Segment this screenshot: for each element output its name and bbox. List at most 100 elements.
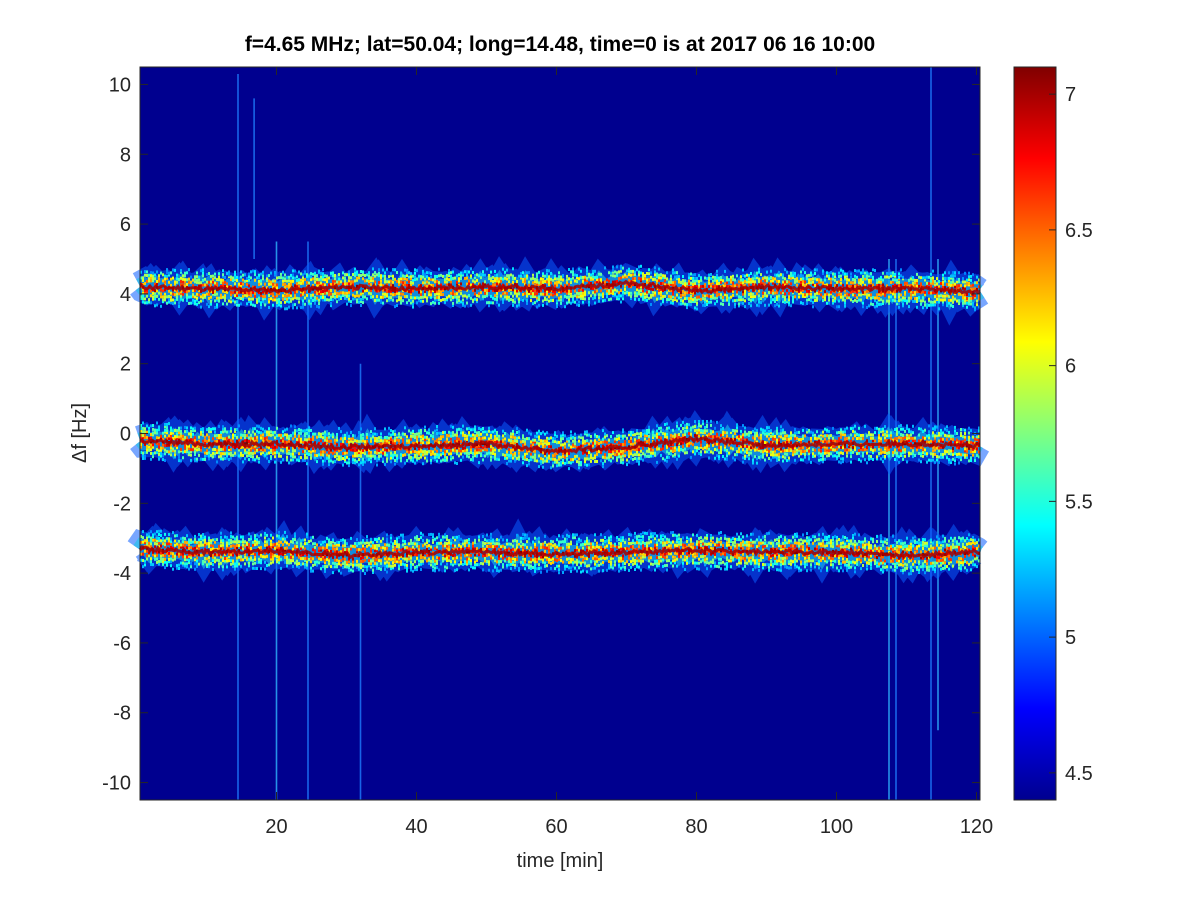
trace-cell xyxy=(652,451,654,455)
trace-cell xyxy=(494,457,496,461)
trace-cell xyxy=(896,302,898,306)
trace-cell xyxy=(566,451,568,455)
trace-cell xyxy=(614,449,616,453)
trace-cell xyxy=(800,274,802,277)
trace-cell xyxy=(908,305,910,309)
trace-cell xyxy=(634,279,636,283)
trace-cell xyxy=(722,295,724,299)
trace-cell xyxy=(486,267,488,271)
trace-cell xyxy=(634,441,636,445)
trace-cell xyxy=(412,456,414,460)
trace-cell xyxy=(776,273,778,277)
trace-cell xyxy=(640,264,642,268)
trace-cell xyxy=(496,457,498,461)
trace-cell xyxy=(628,449,630,453)
trace-cell xyxy=(374,456,376,460)
trace-cell xyxy=(202,283,204,287)
trace-cell xyxy=(954,271,956,275)
trace-cell xyxy=(350,437,352,441)
trace-cell xyxy=(332,279,334,283)
trace-cell xyxy=(502,300,504,304)
trace-cell xyxy=(690,276,692,280)
trace-cell xyxy=(144,454,146,458)
trace-cell xyxy=(256,424,258,428)
trace-cell xyxy=(738,295,740,299)
trace-cell xyxy=(472,455,474,459)
trace-cell xyxy=(456,431,458,435)
trace-cell xyxy=(676,433,678,437)
trace-cell xyxy=(686,451,688,455)
trace-cell xyxy=(310,299,312,303)
trace-cell xyxy=(638,462,640,466)
trace-cell xyxy=(370,295,372,299)
trace-cell xyxy=(452,304,454,307)
trace-cell xyxy=(904,299,906,303)
trace-cell xyxy=(554,452,556,456)
trace-cell xyxy=(438,267,440,271)
trace-cell xyxy=(962,280,964,284)
trace-cell xyxy=(240,284,242,288)
trace-cell xyxy=(446,439,448,443)
trace-cell xyxy=(642,274,644,278)
trace-cell xyxy=(638,438,640,442)
trace-cell xyxy=(554,437,556,441)
trace-cell xyxy=(490,270,492,274)
trace-cell xyxy=(918,275,920,279)
trace-cell xyxy=(144,291,146,295)
trace-cell xyxy=(188,444,190,448)
trace-cell xyxy=(264,303,266,307)
trace-cell xyxy=(812,295,814,299)
trace-cell xyxy=(174,437,176,441)
trace-cell xyxy=(656,447,658,451)
trace-cell xyxy=(504,453,506,457)
trace-cell xyxy=(600,293,602,297)
trace-cell xyxy=(330,274,332,277)
trace-cell xyxy=(568,460,570,464)
trace-cell xyxy=(380,442,382,446)
trace-cell xyxy=(748,280,750,284)
trace-cell xyxy=(294,284,296,288)
trace-cell xyxy=(554,431,556,435)
trace-cell xyxy=(216,305,218,309)
trace-cell xyxy=(804,271,806,275)
trace-cell xyxy=(898,284,900,287)
trace-cell xyxy=(302,273,304,277)
trace-cell xyxy=(254,292,256,296)
trace-cell xyxy=(470,276,472,280)
trace-cell xyxy=(820,278,822,282)
trace-cell xyxy=(622,448,624,452)
trace-cell xyxy=(512,439,514,443)
trace-cell xyxy=(798,279,800,283)
trace-cell xyxy=(478,292,480,296)
trace-cell xyxy=(140,295,142,299)
trace-cell xyxy=(424,449,426,453)
trace-cell xyxy=(162,446,164,450)
trace-cell xyxy=(320,453,322,457)
trace-cell xyxy=(522,298,524,302)
trace-cell xyxy=(834,299,836,303)
trace-cell xyxy=(356,451,358,455)
trace-cell xyxy=(348,282,350,286)
trace-cell xyxy=(554,277,556,281)
trace-cell xyxy=(448,278,450,282)
trace-cell xyxy=(398,432,400,436)
trace-cell xyxy=(370,454,372,458)
trace-cell xyxy=(516,289,518,293)
trace-cell xyxy=(570,436,572,440)
trace-cell xyxy=(632,458,634,461)
trace-cell xyxy=(662,289,664,292)
trace-cell xyxy=(474,427,476,431)
trace-cell xyxy=(604,283,606,287)
trace-cell xyxy=(426,441,428,445)
trace-cell xyxy=(568,452,570,456)
trace-cell xyxy=(284,428,286,432)
trace-cell xyxy=(640,434,642,438)
trace-cell xyxy=(216,298,218,302)
trace-cell xyxy=(194,299,196,303)
trace-cell xyxy=(180,429,182,433)
trace-cell xyxy=(214,452,216,456)
trace-cell xyxy=(452,431,454,435)
trace-cell xyxy=(274,295,276,299)
trace-cell xyxy=(612,280,614,284)
trace-cell xyxy=(344,279,346,283)
